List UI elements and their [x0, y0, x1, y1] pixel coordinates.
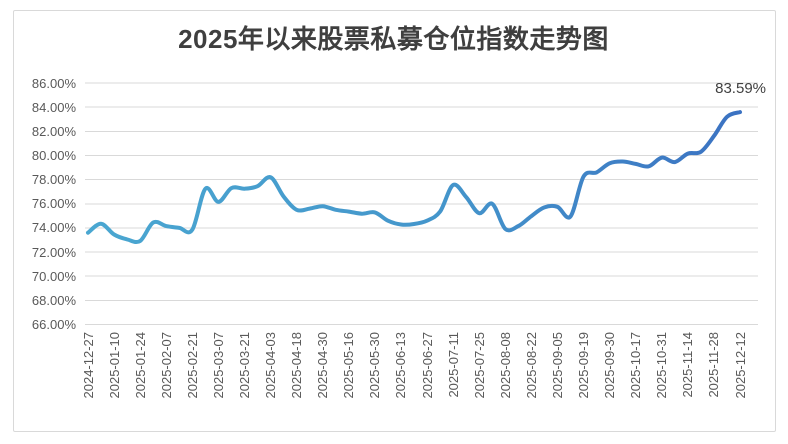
- y-axis-label: 86.00%: [31, 75, 76, 91]
- x-axis-label: 2025-09-05: [549, 332, 565, 399]
- y-axis-label: 66.00%: [31, 317, 76, 332]
- y-axis-label: 78.00%: [31, 172, 76, 188]
- x-axis-label: 2025-11-28: [706, 332, 722, 398]
- x-axis-label: 2025-12-12: [732, 332, 748, 399]
- x-axis-label: 2025-06-13: [393, 332, 409, 399]
- y-axis-label: 70.00%: [31, 268, 76, 284]
- x-axis-label: 2025-06-27: [419, 332, 435, 399]
- x-axis-label: 2025-08-22: [523, 332, 539, 399]
- y-axis-label: 74.00%: [31, 220, 76, 236]
- x-axis-label: 2025-05-30: [367, 332, 383, 399]
- x-axis-label: 2025-04-30: [315, 332, 331, 399]
- x-axis-label: 2025-04-18: [289, 332, 305, 399]
- x-axis-label: 2025-09-30: [602, 332, 618, 399]
- x-axis-label: 2025-10-31: [654, 332, 670, 399]
- y-axis-label: 82.00%: [31, 123, 76, 139]
- x-axis-label: 2025-07-11: [445, 332, 461, 398]
- x-axis-label: 2025-03-21: [236, 332, 252, 399]
- y-axis-label: 68.00%: [31, 292, 76, 308]
- x-axis-label: 2025-04-03: [263, 332, 279, 399]
- x-axis-label: 2025-03-07: [210, 332, 226, 399]
- final-value-label: 83.59%: [715, 80, 766, 97]
- x-axis-label: 2025-02-07: [158, 332, 174, 399]
- x-axis-label: 2025-09-19: [576, 332, 592, 399]
- y-axis-label: 84.00%: [31, 99, 76, 115]
- y-axis-label: 72.00%: [31, 244, 76, 260]
- x-axis-label: 2025-01-10: [106, 332, 122, 399]
- y-axis-label: 76.00%: [31, 196, 76, 212]
- x-axis-label: 2025-10-17: [628, 332, 644, 399]
- x-axis-label: 2024-12-27: [80, 332, 96, 399]
- x-axis-label: 2025-05-16: [341, 332, 357, 399]
- x-axis-label: 2025-01-24: [132, 332, 148, 399]
- x-axis-label: 2025-08-08: [497, 332, 513, 399]
- gridlines: [85, 82, 758, 325]
- chart-frame: [13, 10, 776, 432]
- x-axis-label: 2025-11-14: [680, 332, 696, 398]
- x-axis-label: 2025-02-21: [184, 332, 200, 399]
- x-axis-label: 2025-07-25: [471, 332, 487, 399]
- chart-title: 2025年以来股票私募仓位指数走势图: [178, 24, 609, 54]
- position-index-line: [86, 110, 742, 245]
- y-axis-label: 80.00%: [31, 147, 76, 163]
